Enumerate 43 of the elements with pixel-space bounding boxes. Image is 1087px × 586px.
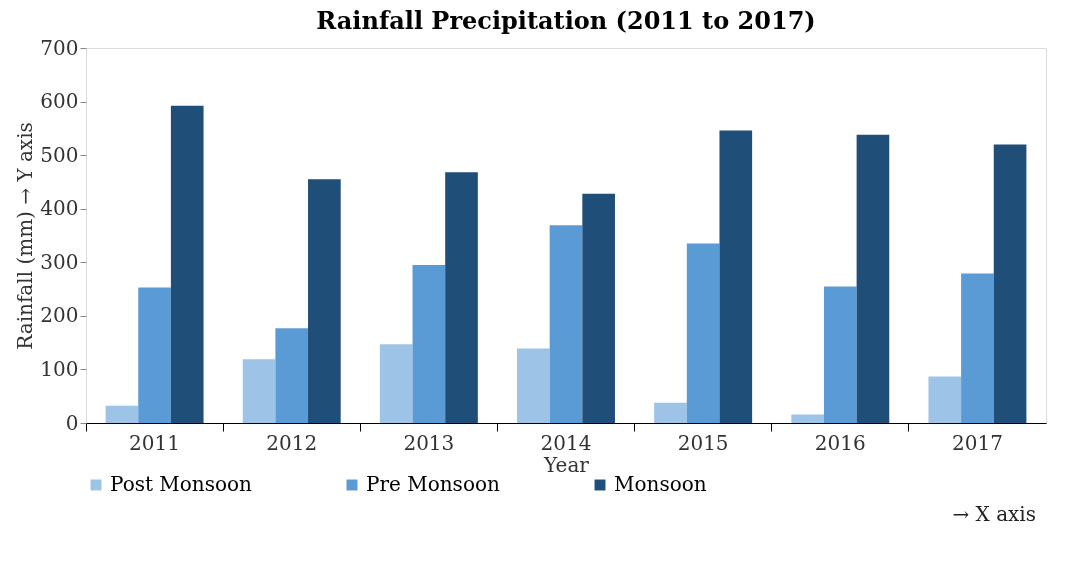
bar [961, 273, 994, 423]
bar [445, 172, 478, 423]
bar [242, 359, 276, 423]
bar [170, 105, 204, 423]
y-tick-label: 300 [40, 249, 79, 274]
y-tick-label: 100 [40, 356, 79, 381]
bar [791, 414, 824, 423]
x-tick-label: 2015 [677, 430, 729, 455]
y-tick-label: 0 [65, 410, 79, 435]
bar [993, 144, 1027, 423]
bar [582, 193, 615, 423]
bar [308, 179, 341, 423]
legend-label: Post Monsoon [110, 472, 253, 496]
bar [138, 287, 171, 423]
bar [654, 402, 687, 423]
y-axis-title: Rainfall (mm) → Y axis [13, 122, 38, 350]
bar [105, 405, 139, 423]
x-tick-label: 2012 [266, 430, 318, 455]
x-tick-label: 2016 [814, 430, 866, 455]
y-tick-label: 600 [40, 89, 79, 114]
y-tick-label: 500 [40, 142, 79, 167]
y-tick-label: 200 [40, 303, 79, 328]
legend-label: Pre Monsoon [366, 472, 500, 496]
x-tick-label: 2011 [129, 430, 181, 455]
x-tick-label: 2014 [540, 430, 592, 455]
bar [928, 376, 962, 423]
bar [412, 264, 446, 423]
y-tick-label: 400 [40, 196, 79, 221]
x-tick-label: 2017 [951, 430, 1003, 455]
bar [856, 134, 890, 423]
x-tick-label: 2013 [403, 430, 455, 455]
text: → X axis [952, 502, 1036, 526]
bar [517, 348, 550, 423]
legend-label: Monsoon [614, 472, 707, 496]
bar [275, 328, 309, 423]
bar [549, 225, 583, 423]
bar [823, 286, 857, 423]
bar [379, 344, 413, 423]
x-axis-title: Year [543, 452, 590, 477]
chart-title: Rainfall Precipitation (2011 to 2017) [316, 6, 816, 35]
bar [719, 130, 753, 423]
y-tick-label: 700 [40, 35, 79, 60]
bar [686, 243, 720, 423]
